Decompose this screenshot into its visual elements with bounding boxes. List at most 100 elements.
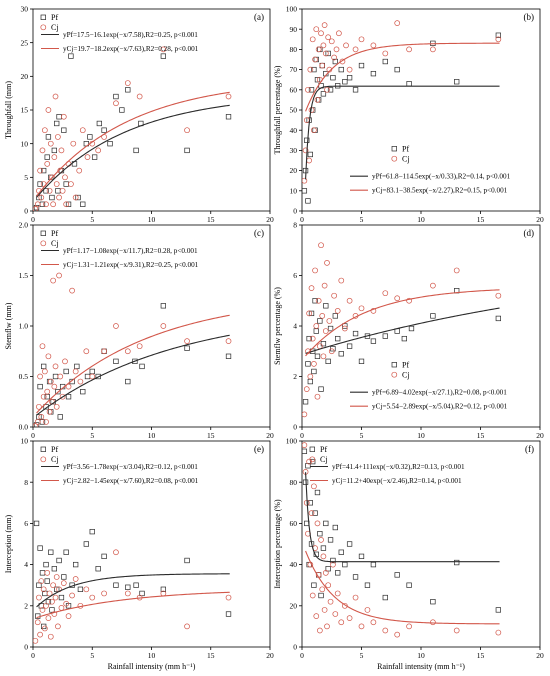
cj-point (52, 594, 59, 601)
legend-label: Pf (402, 144, 409, 153)
y-tick-label: 70 (290, 65, 298, 74)
y-axis-label: Throughfall percentage (%) (273, 65, 282, 154)
panel-b: 0 5 10 15 20 0 10 20 30 40 50 60 70 80 90 100 Throughfal… (273, 5, 544, 224)
cj-point (394, 631, 401, 638)
pf-point (125, 584, 131, 590)
pf-point (330, 75, 336, 81)
cj-point (311, 127, 317, 134)
cj-point (39, 343, 46, 350)
y-tick-label: 40 (290, 560, 298, 569)
pf-point (338, 549, 344, 555)
y-tick-label: 40 (290, 126, 298, 135)
cj-point (324, 86, 330, 93)
pf-point (48, 549, 54, 555)
pf-point (330, 557, 336, 564)
y-tick-label: 100 (286, 437, 298, 446)
cj-point (50, 277, 56, 284)
cj-point (453, 627, 460, 634)
pf-point (311, 368, 317, 375)
pf-point (346, 75, 353, 81)
cj-point (495, 629, 502, 636)
cj-point (84, 154, 91, 160)
cj-point (89, 594, 96, 601)
y-tick-label: 4 (24, 560, 28, 569)
y-tick-label: 10 (21, 139, 29, 148)
y-tick-label: 100 (286, 5, 298, 14)
pf-point (318, 386, 324, 392)
pf-point (184, 147, 190, 154)
legend-label: Cj (402, 154, 410, 163)
pf-point (37, 383, 43, 390)
pf-point (133, 582, 139, 588)
cj-point (303, 386, 310, 392)
cj-point (36, 403, 42, 410)
pf-point (33, 422, 40, 427)
fit-curve-cj (305, 550, 500, 625)
pf-point (113, 358, 119, 364)
cj-point (319, 586, 326, 593)
pf-point (49, 607, 55, 613)
pf-point (225, 353, 232, 359)
cj-point (313, 323, 320, 329)
x-tick-label: 10 (417, 215, 425, 224)
legend-marker-cj (391, 371, 398, 378)
pf-point (65, 394, 72, 400)
cj-point (55, 623, 61, 630)
plot-frame (32, 440, 271, 648)
cj-point (346, 615, 353, 622)
pf-point (394, 572, 400, 578)
x-tick-label: 10 (148, 651, 156, 660)
cj-point (63, 600, 70, 607)
pf-point (89, 368, 95, 375)
pf-point (313, 328, 319, 334)
fit-curve-pf (36, 573, 230, 608)
legend-marker-cj (309, 456, 316, 463)
y-tick-label: 20 (290, 601, 298, 610)
cj-point (43, 602, 49, 609)
pf-point (454, 559, 460, 566)
pf-point (160, 303, 167, 309)
cj-point (315, 297, 322, 304)
cj-point (65, 383, 72, 390)
pf-point (54, 120, 60, 127)
y-tick-label: 2.0 (19, 221, 29, 230)
y-tick-label: 20 (21, 72, 29, 81)
cj-point (334, 308, 341, 314)
cj-point (36, 594, 42, 601)
pf-point (125, 87, 131, 93)
cj-point (44, 569, 51, 576)
legend-marker-cj (40, 240, 47, 247)
x-tick-label: 20 (536, 431, 544, 440)
cj-point (370, 619, 377, 626)
cj-point (307, 373, 314, 380)
pf-point (77, 586, 84, 592)
cj-point (37, 631, 43, 638)
x-tick-label: 15 (477, 215, 485, 224)
cj-point (136, 343, 143, 350)
y-tick-label: 80 (290, 45, 298, 54)
pf-point (430, 599, 436, 605)
pf-point (382, 58, 388, 65)
cj-point (225, 594, 232, 601)
cj-point (124, 590, 131, 597)
pf-point (302, 188, 308, 194)
cj-point (83, 586, 90, 593)
cj-point (95, 147, 102, 154)
fit-equation: yPf=61.8−114.5exp(−x/0.33),R2=0.14, p<0.… (372, 173, 511, 181)
plot-frame (32, 8, 271, 212)
cj-point (394, 295, 401, 302)
cj-point (225, 93, 232, 100)
panel-label: (b) (524, 12, 535, 22)
cj-point (358, 623, 365, 630)
cj-point (328, 38, 335, 45)
x-tick-label: 5 (90, 215, 94, 224)
panel-label: (c) (254, 228, 264, 238)
cj-point (53, 181, 60, 187)
cj-point (307, 66, 314, 73)
cj-point (72, 576, 79, 582)
y-axis-label: Throughfall (mm) (4, 81, 13, 139)
cj-point (338, 619, 345, 626)
pf-point (44, 154, 50, 160)
pf-point (39, 570, 46, 576)
